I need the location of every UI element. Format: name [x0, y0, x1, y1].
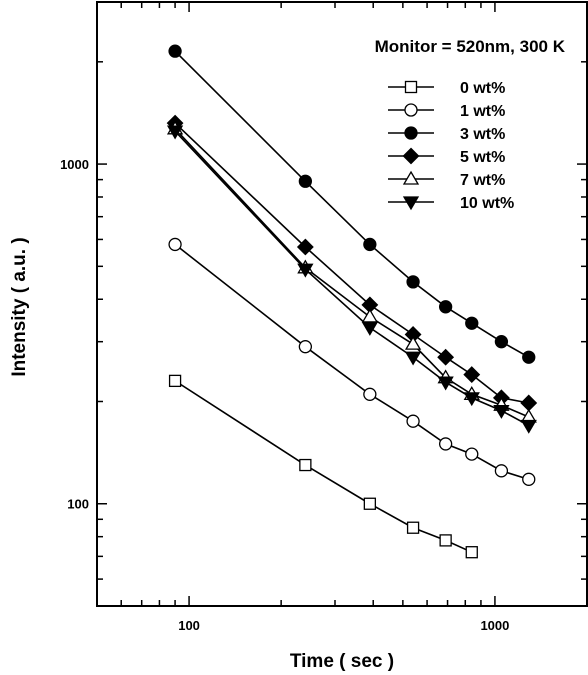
data-point: [437, 376, 454, 391]
x-tick-label: 1000: [480, 618, 509, 633]
data-point: [463, 366, 481, 384]
legend-label: 0 wt%: [460, 80, 505, 97]
data-point: [406, 414, 420, 428]
data-point: [520, 394, 538, 412]
data-point: [404, 351, 422, 366]
data-point: [298, 174, 313, 188]
legend-label: 7 wt%: [460, 172, 505, 189]
series-4: [166, 120, 537, 423]
series-2: [168, 44, 536, 364]
data-point: [361, 321, 378, 336]
y-axis-title: Intensity ( a.u. ): [9, 237, 30, 376]
chart-annotation: Monitor = 520nm, 300 K: [375, 37, 566, 56]
data-point: [439, 534, 452, 547]
legend-entry: 10 wt%: [388, 195, 514, 212]
legend-label: 10 wt%: [460, 195, 514, 212]
data-point: [168, 237, 182, 252]
data-point: [361, 308, 378, 323]
data-point: [437, 348, 455, 366]
legend-label: 3 wt%: [460, 126, 505, 143]
data-point: [363, 497, 377, 510]
data-point: [465, 316, 479, 330]
data-point: [296, 238, 314, 256]
legend-entry: 5 wt%: [388, 147, 505, 166]
data-point: [438, 300, 453, 314]
legend-marker: [402, 147, 420, 165]
series-line: [174, 243, 529, 481]
data-point: [494, 464, 509, 478]
data-point: [166, 125, 184, 140]
data-point: [493, 404, 510, 419]
data-point: [438, 437, 453, 451]
data-point: [406, 521, 420, 534]
series-line: [174, 380, 473, 553]
data-point: [168, 44, 182, 58]
data-point: [465, 447, 479, 461]
series-0: [168, 374, 478, 559]
y-tick-label: 100: [67, 497, 89, 512]
legend-marker: [402, 196, 420, 211]
series-line: [174, 128, 530, 418]
legend-entry: 7 wt%: [388, 170, 505, 189]
legend-marker: [404, 126, 418, 140]
data-point: [522, 350, 536, 364]
legend-entry: 1 wt%: [388, 103, 505, 120]
data-point: [298, 340, 313, 354]
data-point: [299, 458, 312, 472]
legend: 0 wt% 1 wt% 3 wt% 5 wt% 7 wt% 10 wt%: [388, 80, 514, 212]
plot-frame: [96, 1, 588, 607]
legend-entry: 3 wt%: [388, 126, 505, 143]
series-line: [174, 122, 529, 404]
data-point: [168, 374, 182, 388]
legend-marker: [404, 80, 418, 94]
legend-label: 5 wt%: [460, 149, 505, 166]
axis-ticks: [96, 1, 588, 607]
legend-marker: [402, 170, 420, 185]
series-layer: [166, 44, 538, 559]
data-point: [520, 419, 537, 434]
x-tick-label: 100: [178, 618, 200, 633]
data-point: [465, 546, 478, 559]
data-point: [404, 335, 422, 350]
tick-labels: 100 1000 100 1000: [60, 157, 509, 633]
series-1: [168, 237, 536, 486]
data-point: [363, 387, 377, 401]
data-point: [297, 263, 314, 278]
data-point: [494, 335, 509, 349]
data-point: [406, 275, 420, 289]
data-point: [522, 472, 536, 486]
data-point: [463, 392, 480, 407]
legend-entry: 0 wt%: [388, 80, 505, 97]
legend-marker: [404, 103, 418, 117]
x-axis-title: Time ( sec ): [290, 651, 394, 672]
data-point: [363, 237, 377, 252]
legend-label: 1 wt%: [460, 103, 505, 120]
series-5: [166, 125, 537, 434]
y-tick-label: 1000: [60, 157, 89, 172]
